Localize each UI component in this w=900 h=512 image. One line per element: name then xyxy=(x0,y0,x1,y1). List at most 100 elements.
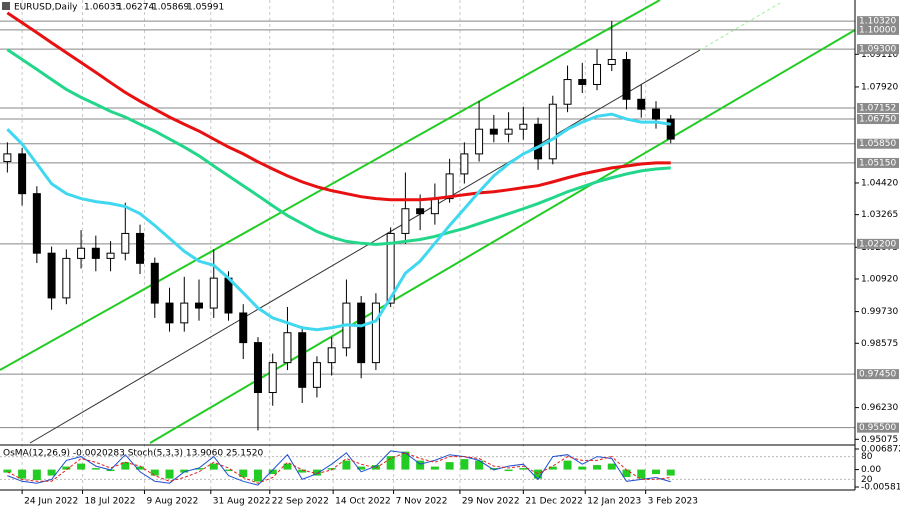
candle-body xyxy=(519,123,528,130)
candle-body xyxy=(593,63,602,85)
candle-body xyxy=(18,153,27,195)
candle-body xyxy=(416,208,425,215)
level-tag: 0.95500 xyxy=(857,422,899,433)
candle-body xyxy=(666,118,675,140)
candle-body xyxy=(3,153,12,163)
candle-body xyxy=(386,232,395,304)
osma-bar xyxy=(666,469,675,476)
candle-body xyxy=(312,362,321,388)
level-label: 1.07152 xyxy=(859,104,896,114)
level-tag: 1.07152 xyxy=(857,103,899,114)
osma-bar xyxy=(401,451,410,470)
candle-body xyxy=(224,277,233,314)
osma-bar xyxy=(298,469,307,473)
osma-bar xyxy=(47,469,56,476)
y-tick-label: 1.03265 xyxy=(861,210,898,220)
level-label: 1.10320 xyxy=(859,17,896,27)
ohlc-close: 1.05991 xyxy=(187,3,224,13)
osma-bar xyxy=(209,463,218,470)
ohlc-low: 1.05869 xyxy=(152,3,189,13)
candle-body xyxy=(283,332,292,364)
moving-average xyxy=(6,48,671,246)
candle-body xyxy=(47,252,56,299)
osma-bar xyxy=(327,468,336,470)
osma-bar xyxy=(239,469,248,478)
osma-bar xyxy=(283,463,292,470)
level-label: 1.05850 xyxy=(859,139,896,149)
osma-bar xyxy=(32,469,41,481)
level-tag-bg xyxy=(857,24,899,35)
candle-body xyxy=(253,342,262,394)
osma-bar xyxy=(460,459,469,470)
level-tag: 1.02200 xyxy=(857,238,899,249)
level-label: 1.05150 xyxy=(859,158,896,168)
level-tag: 1.06750 xyxy=(857,114,899,125)
x-tick-label: 31 Aug 2022 xyxy=(213,497,271,507)
candle-body xyxy=(180,302,189,324)
level-label: 1.10000 xyxy=(859,25,896,35)
candle-body xyxy=(401,208,410,234)
osma-bar xyxy=(651,469,660,475)
x-tick-label: 22 Sep 2022 xyxy=(272,497,329,507)
symbol-icon xyxy=(2,2,10,10)
stoch-line xyxy=(7,452,671,484)
x-tick-label: 9 Aug 2022 xyxy=(146,497,198,507)
level-label: 0.97450 xyxy=(859,370,896,380)
y-tick-label: 0.98575 xyxy=(861,339,898,349)
osma-bar xyxy=(180,469,189,473)
y-tick-label: 1.04420 xyxy=(861,178,898,188)
osma-bar xyxy=(77,463,86,470)
level-tag-bg xyxy=(857,238,899,249)
candle-body xyxy=(209,277,218,309)
indicator-title: OsMA(12,26,9) -0.0020283 Stoch(5,3,3) 13… xyxy=(3,449,263,459)
candle-body xyxy=(121,232,130,254)
level-tag: 1.10320 xyxy=(857,16,899,27)
level-label: 0.95500 xyxy=(859,423,896,433)
symbol: EURUSD,Daily xyxy=(14,3,78,13)
y-tick-label: -0.0058124 xyxy=(861,483,900,493)
y-tick-label: 0.00 xyxy=(861,465,881,475)
y-tick-label: 0.99730 xyxy=(861,307,898,317)
moving-average xyxy=(6,11,671,202)
osma-bar xyxy=(62,466,71,470)
level-tag-bg xyxy=(857,422,899,433)
x-tick-label: 3 Feb 2023 xyxy=(648,497,698,507)
candle-body xyxy=(77,247,86,259)
candle-body xyxy=(150,262,159,304)
candle-body xyxy=(637,98,646,110)
candle-body xyxy=(165,302,174,324)
channel-lower xyxy=(149,29,856,444)
candle-body xyxy=(357,302,366,364)
osma-bar xyxy=(622,469,631,478)
channel-upper xyxy=(0,0,661,371)
candle-body xyxy=(563,79,572,105)
level-label: 1.02200 xyxy=(859,239,896,249)
x-tick-label: 7 Nov 2022 xyxy=(396,497,448,507)
moving-average xyxy=(6,112,671,332)
y-tick-label: 1.07920 xyxy=(861,82,898,92)
osma-bar xyxy=(121,462,130,470)
x-tick-label: 29 Nov 2022 xyxy=(462,497,520,507)
level-tag-bg xyxy=(857,16,899,27)
level-tag-bg xyxy=(857,157,899,168)
level-tag-bg xyxy=(857,44,899,55)
osma-bar xyxy=(637,469,646,479)
level-tag: 1.09300 xyxy=(857,44,899,55)
osma-bar xyxy=(504,469,513,472)
level-tag: 1.05850 xyxy=(857,138,899,149)
level-tag-bg xyxy=(857,103,899,114)
y-tick-label: 1.00920 xyxy=(861,274,898,284)
osma-bar xyxy=(268,469,277,475)
osma-bar xyxy=(386,456,395,470)
candle-body xyxy=(445,173,454,200)
osma-bar xyxy=(136,466,145,470)
osma-bar xyxy=(607,463,616,470)
candle-body xyxy=(607,59,616,65)
candle-body xyxy=(371,302,380,364)
candle-body xyxy=(62,257,71,299)
candle-body xyxy=(106,252,115,259)
x-tick-label: 18 Jul 2022 xyxy=(85,497,136,507)
osma-bar xyxy=(430,466,439,470)
